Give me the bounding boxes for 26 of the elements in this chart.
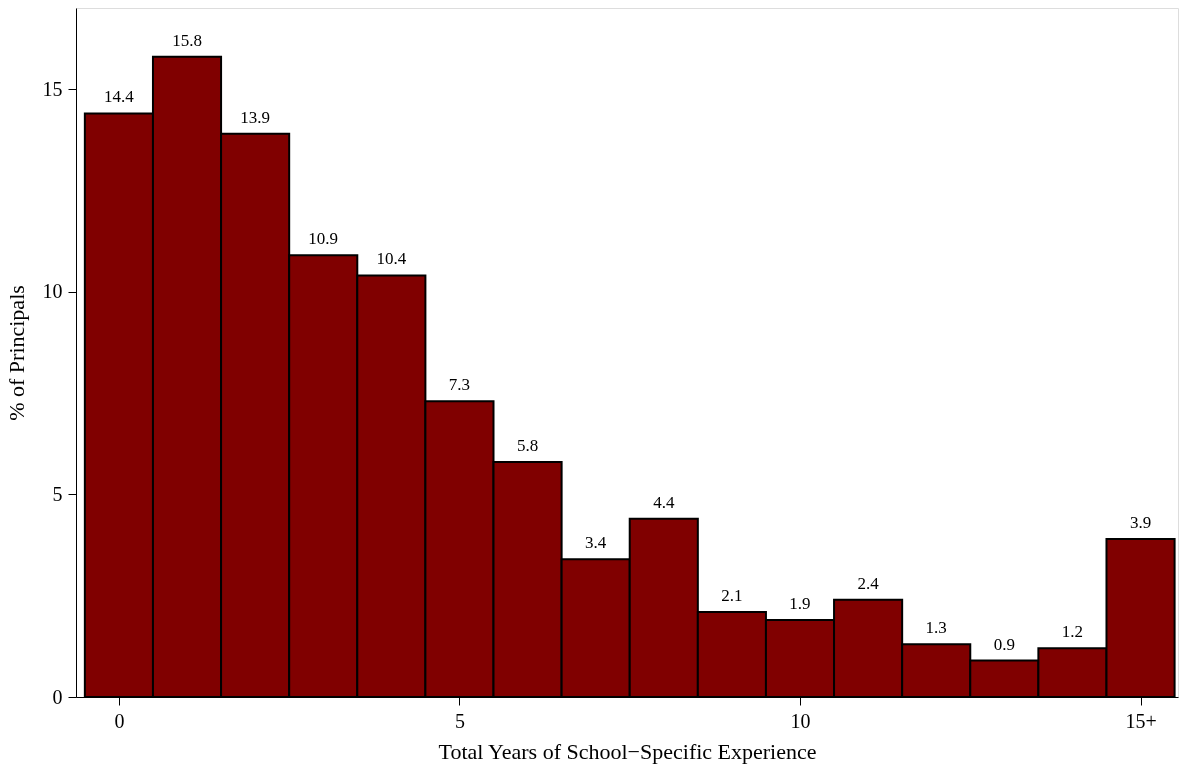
x-axis-title: Total Years of School−Specific Experience (438, 738, 817, 764)
x-tick-label: 0 (114, 709, 125, 732)
data-label: 15.8 (172, 30, 202, 50)
data-label: 7.3 (448, 375, 471, 395)
y-tick-label: 10 (42, 280, 63, 303)
data-label: 5.8 (516, 435, 539, 455)
y-tick-label: 0 (52, 685, 63, 708)
data-label: 13.9 (240, 107, 270, 127)
y-tick-label: 5 (52, 482, 63, 505)
data-label: 10.9 (308, 229, 339, 249)
data-label: 0.9 (993, 634, 1015, 654)
data-label: 1.9 (789, 593, 811, 613)
data-label: 3.4 (585, 533, 607, 553)
data-label: 10.4 (376, 249, 407, 269)
x-tick-label: 5 (454, 709, 465, 732)
data-label: 1.2 (1061, 622, 1084, 642)
data-label: 2.1 (721, 585, 743, 605)
data-label: 14.4 (104, 87, 135, 107)
x-tick-label: 15+ (1125, 709, 1157, 732)
x-tick-label: 10 (790, 709, 811, 732)
data-label: 4.4 (653, 492, 675, 512)
data-label: 3.9 (1129, 512, 1152, 532)
data-label: 2.4 (857, 573, 880, 593)
data-label: 1.3 (925, 618, 947, 638)
y-tick-label: 15 (42, 77, 63, 100)
y-axis-title: % of Principals (3, 285, 29, 421)
